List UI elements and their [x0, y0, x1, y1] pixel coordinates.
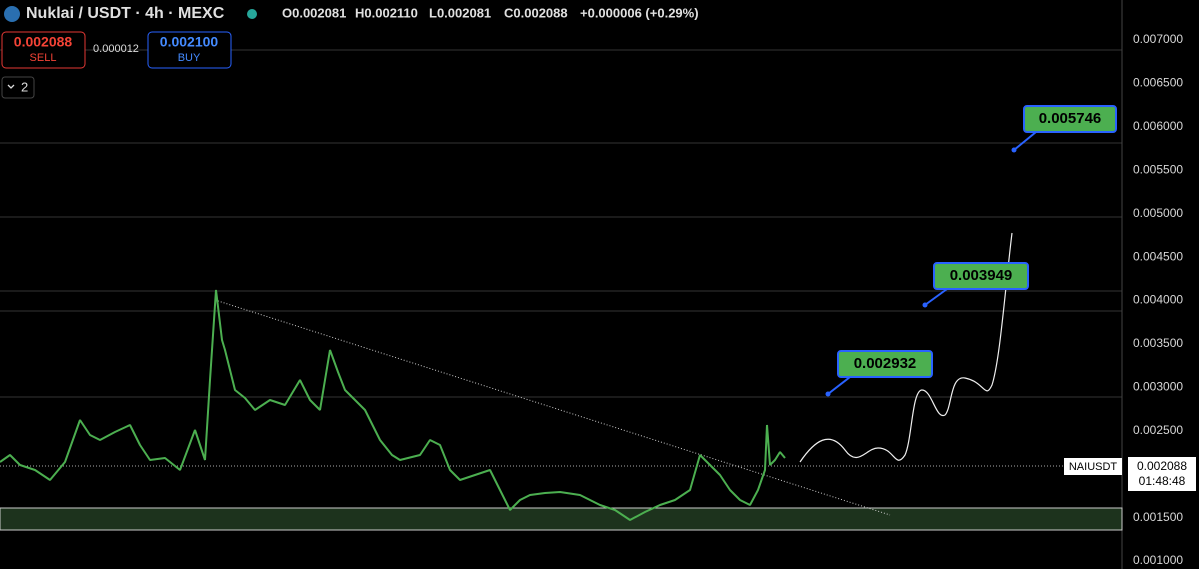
- buy-box[interactable]: [147, 31, 232, 69]
- ohlc-close: C0.002088: [504, 5, 568, 20]
- last-price-box: [1128, 457, 1196, 491]
- symbol-logo: [4, 6, 20, 22]
- sell-box[interactable]: [1, 31, 86, 69]
- price-tick-label: 0.005500: [1133, 162, 1183, 176]
- countdown: 01:48:48: [1139, 474, 1186, 488]
- target-dot: [1011, 147, 1017, 153]
- symbol-title[interactable]: Nuklai / USDT · 4h · MEXC: [26, 5, 225, 22]
- target-pointer: [1013, 131, 1037, 151]
- support-zone: [0, 507, 1123, 531]
- target-label: 0.002932: [854, 355, 917, 372]
- buy-button[interactable]: 0.002100 BUY: [147, 31, 232, 69]
- sell-label[interactable]: SELL: [30, 52, 57, 64]
- sell-price[interactable]: 0.002088: [14, 34, 73, 50]
- symbol-tag-text: NAIUSDT: [1069, 461, 1118, 473]
- market-status: [247, 9, 257, 19]
- price-tick-label: 0.007000: [1133, 32, 1183, 46]
- target-label: 0.003949: [950, 267, 1013, 284]
- target-label: 0.005746: [1039, 110, 1102, 127]
- target-box: [837, 350, 933, 378]
- price-tick-label: 0.005000: [1133, 206, 1183, 220]
- ohlc-open: O0.002081: [282, 5, 346, 20]
- toggle-count[interactable]: 2: [21, 79, 28, 94]
- ohlc-high: H0.002110: [355, 5, 418, 20]
- price-candles: [0, 289, 786, 521]
- price-tick-label: 0.003000: [1133, 380, 1183, 394]
- price-tick-label: 0.001500: [1133, 510, 1183, 524]
- buy-label[interactable]: BUY: [178, 52, 201, 64]
- target-1: 0.002932: [825, 350, 933, 397]
- toggle-chevron[interactable]: [7, 84, 15, 89]
- sell-button[interactable]: 0.002088 SELL: [1, 31, 86, 69]
- price-tick-label: 0.001000: [1133, 553, 1183, 567]
- target-dot: [825, 391, 831, 397]
- ohlc-change: +0.000006 (+0.29%): [580, 5, 699, 20]
- target-2: 0.003949: [922, 262, 1029, 308]
- price-tick-label: 0.003500: [1133, 336, 1183, 350]
- target-pointer: [827, 376, 851, 395]
- spread: 0.000012: [93, 43, 139, 55]
- toggle-box[interactable]: [1, 76, 35, 99]
- target-box: [933, 262, 1029, 290]
- buy-price[interactable]: 0.002100: [160, 34, 219, 50]
- ohlc-low: L0.002081: [429, 5, 491, 20]
- price-tick-label: 0.006000: [1133, 119, 1183, 133]
- price-tick-label: 0.004000: [1133, 293, 1183, 307]
- target-pointer: [924, 288, 948, 306]
- target-box: [1023, 105, 1117, 133]
- price-tick-label: 0.004500: [1133, 249, 1183, 263]
- projection-path: [799, 232, 1013, 463]
- target-dot: [922, 302, 928, 308]
- target-3: 0.005746: [1011, 105, 1117, 153]
- last-price: 0.002088: [1137, 459, 1187, 473]
- price-tick-label: 0.002500: [1133, 423, 1183, 437]
- trend-line: [214, 299, 891, 516]
- price-tick-label: 0.006500: [1133, 76, 1183, 90]
- symbol-tag: [1064, 458, 1122, 475]
- indicators-toggle[interactable]: 2: [1, 76, 35, 99]
